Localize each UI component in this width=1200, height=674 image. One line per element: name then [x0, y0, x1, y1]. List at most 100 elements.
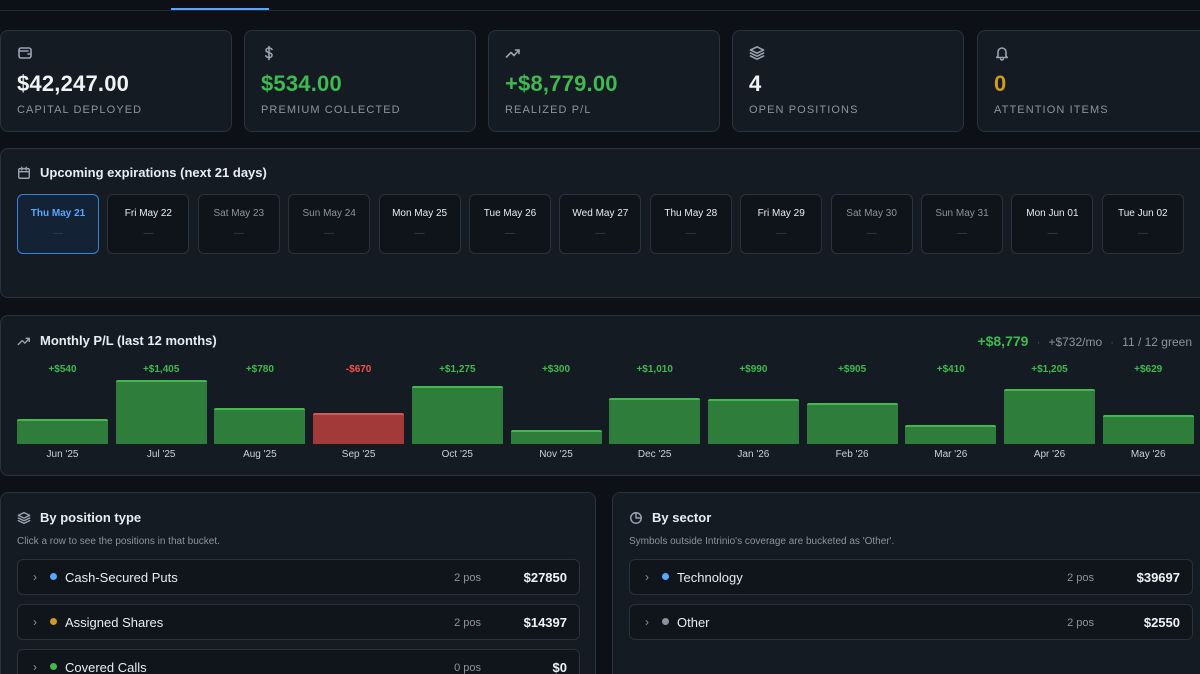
dollar-icon — [261, 45, 277, 61]
expiration-day[interactable]: Thu May 21 — — [17, 194, 99, 254]
expiration-day-label: Thu May 28 — [664, 208, 718, 219]
sector-row[interactable]: › Other 2 pos $2550 — [629, 604, 1193, 640]
expiration-day-label: Fri May 29 — [757, 208, 805, 219]
layers-icon — [17, 511, 31, 524]
pl-month-label: Jan '26 — [737, 449, 770, 460]
sector-row-name: Other — [677, 615, 710, 630]
position-type-title: By position type — [17, 510, 141, 525]
layers-icon — [749, 45, 765, 61]
stat-label: REALIZED P/L — [505, 104, 592, 116]
pl-bar[interactable] — [115, 380, 207, 444]
pl-month-label: Mar '26 — [934, 449, 968, 460]
pl-month-label: Dec '25 — [637, 449, 672, 460]
expiration-day[interactable]: Sat May 23 — — [197, 194, 280, 254]
pl-bar[interactable] — [214, 408, 306, 444]
position-type-row-count: 2 pos — [454, 617, 481, 629]
pl-bar[interactable] — [806, 402, 898, 444]
position-type-row-count: 0 pos — [454, 662, 481, 674]
color-dot — [662, 573, 669, 580]
monthly-pl-title: Monthly P/L (last 12 months) — [17, 333, 217, 348]
sector-row-amount: $39697 — [1136, 570, 1180, 585]
expiration-day[interactable]: Tue May 26 — — [469, 194, 551, 254]
expiration-day[interactable]: Wed May 27 — — [559, 194, 642, 254]
pl-total: +$8,779 — [977, 333, 1029, 349]
pl-bar[interactable] — [510, 430, 602, 444]
pl-month-label: Feb '26 — [835, 449, 869, 460]
expiration-day[interactable]: Sat May 30 — — [830, 194, 913, 254]
expiration-day-value: — — [685, 228, 696, 239]
position-type-panel: By position type Click a row to see the … — [0, 492, 596, 674]
color-dot — [50, 663, 57, 670]
sector-panel: By sector Symbols outside Intrinio's cov… — [612, 492, 1200, 674]
expiration-day[interactable]: Sun May 31 — — [921, 194, 1003, 254]
sector-row-count: 2 pos — [1067, 572, 1094, 584]
sector-row-name: Technology — [677, 570, 743, 585]
pl-bar[interactable] — [609, 397, 701, 444]
expiration-day-label: Thu May 21 — [30, 208, 86, 219]
position-type-row-name: Cash-Secured Puts — [65, 570, 178, 585]
stat-card-attention-items: 0 ATTENTION ITEMS — [977, 30, 1200, 132]
expiration-day[interactable]: Mon Jun 01 — — [1011, 194, 1094, 254]
stat-card-capital: $42,247.00 CAPITAL DEPLOYED — [0, 30, 232, 132]
stat-label: ATTENTION ITEMS — [994, 104, 1109, 116]
expiration-day-value: — — [866, 228, 877, 239]
expiration-day-value: — — [1047, 228, 1058, 239]
expiration-day[interactable]: Thu May 28 — — [649, 194, 732, 254]
bell-icon — [994, 45, 1010, 61]
expiration-day[interactable]: Fri May 29 — — [740, 194, 823, 254]
expiration-day-value: — — [595, 228, 606, 239]
monthly-pl-panel: Monthly P/L (last 12 months) +$8,779 · +… — [0, 315, 1200, 476]
expiration-day-label: Mon Jun 01 — [1026, 208, 1079, 219]
pl-bar-value-label: +$1,275 — [439, 364, 476, 375]
chevron-right-icon: › — [33, 570, 37, 584]
pl-month-label: Jul '25 — [146, 449, 176, 460]
expiration-day-value: — — [143, 228, 154, 239]
expiration-day-label: Wed May 27 — [572, 208, 629, 219]
pl-bar-value-label: +$1,405 — [142, 364, 180, 375]
pl-bar[interactable] — [1004, 389, 1095, 444]
stat-label: CAPITAL DEPLOYED — [17, 104, 143, 116]
expiration-day-value: — — [505, 228, 515, 239]
trending-up-icon — [505, 45, 521, 61]
color-dot — [662, 618, 669, 625]
pl-average: +$732/mo — [1048, 335, 1103, 349]
sector-row[interactable]: › Technology 2 pos $39697 — [629, 559, 1193, 595]
expiration-day-value: — — [53, 228, 63, 239]
calendar-icon — [18, 166, 30, 179]
expiration-day-label: Sat May 23 — [213, 208, 265, 219]
sector-title-text: By sector — [652, 510, 712, 525]
expiration-day[interactable]: Mon May 25 — — [378, 194, 461, 254]
position-type-row[interactable]: › Cash-Secured Puts 2 pos $27850 — [17, 559, 580, 595]
pl-bar[interactable] — [411, 385, 503, 444]
pl-bar-value-label: +$410 — [936, 364, 965, 375]
position-type-row-name: Assigned Shares — [65, 615, 164, 630]
pl-bar[interactable] — [17, 419, 108, 444]
expiration-day-label: Tue May 26 — [483, 208, 537, 219]
expiration-day[interactable]: Sun May 24 — — [288, 194, 371, 254]
pl-month-label: Oct '25 — [441, 449, 473, 460]
pl-bar[interactable] — [313, 413, 405, 444]
expiration-day-value: — — [957, 228, 967, 239]
expiration-day-label: Sat May 30 — [846, 208, 897, 219]
expiration-day[interactable]: Fri May 22 — — [107, 194, 190, 254]
pl-bar[interactable] — [905, 425, 997, 444]
expiration-day[interactable]: Tue Jun 02 — — [1101, 194, 1184, 254]
sector-row-amount: $2550 — [1143, 615, 1180, 630]
position-type-row-amount: $0 — [552, 660, 567, 674]
pl-month-label: Apr '26 — [1033, 449, 1066, 460]
wallet-icon — [17, 45, 33, 61]
pl-bar[interactable] — [1102, 415, 1194, 444]
position-type-row[interactable]: › Covered Calls 0 pos $0 — [17, 649, 580, 674]
stat-value: 4 — [749, 71, 762, 96]
expiration-day-label: Sun May 24 — [302, 208, 356, 219]
position-type-row[interactable]: › Assigned Shares 2 pos $14397 — [17, 604, 580, 640]
position-type-row-name: Covered Calls — [65, 660, 147, 674]
expiration-day-label: Tue Jun 02 — [1117, 208, 1168, 219]
pl-bar-value-label: +$1,010 — [636, 364, 673, 375]
pl-bar-value-label: +$540 — [48, 364, 77, 375]
pl-bar-value-label: +$990 — [739, 364, 768, 375]
stat-card-open-positions: 4 OPEN POSITIONS — [732, 30, 964, 132]
pl-bar[interactable] — [707, 398, 799, 444]
sector-row-count: 2 pos — [1067, 617, 1094, 629]
stat-label: OPEN POSITIONS — [749, 104, 859, 116]
